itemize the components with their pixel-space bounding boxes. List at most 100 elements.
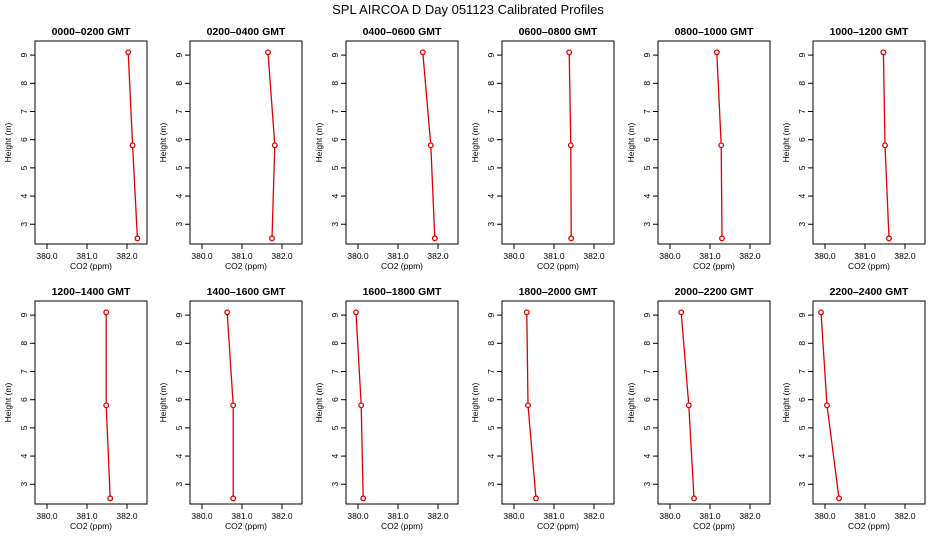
profile-panel: 0600–0800 GMT 380.0 381.0 382.0 CO2 (ppm) 3 4 5… [470, 26, 615, 271]
panel-title: 1200–1400 GMT [52, 286, 131, 298]
x-tick-label: 381.0 [543, 511, 565, 521]
y-tick-label: 5 [174, 425, 184, 430]
data-point [134, 235, 141, 242]
data-point [719, 235, 725, 242]
y-tick-label: 8 [174, 341, 184, 346]
data-point [358, 402, 365, 409]
x-axis-label: CO2 (ppm) [693, 521, 735, 531]
y-tick-label: 4 [642, 453, 652, 458]
y-tick-label: 4 [19, 193, 29, 198]
figure-title: SPL AIRCOA D Day 051123 Calibrated Profi… [332, 2, 604, 17]
data-point [224, 309, 231, 316]
y-tick-label: 7 [797, 369, 807, 374]
x-tick-label: 382.0 [427, 251, 449, 261]
y-tick-label: 6 [174, 137, 184, 142]
data-point [882, 142, 888, 149]
y-tick-label: 8 [19, 341, 29, 346]
y-axis-label: Height (m) [314, 383, 324, 423]
profile-panel: 2000–2200 GMT 380.0 381.0 382.0 CO2 (ppm) 3 4 5… [626, 286, 771, 531]
y-tick-label: 8 [19, 81, 29, 86]
y-tick-label: 6 [797, 397, 807, 402]
y-tick-label: 3 [486, 222, 496, 227]
plot-frame [345, 40, 459, 245]
x-tick-label: 380.0 [36, 511, 58, 521]
y-tick-label: 9 [174, 312, 184, 317]
data-point [431, 235, 438, 242]
profile-panel: 1200–1400 GMT 380.0 381.0 382.0 CO2 (ppm) 3 4 5… [3, 286, 148, 531]
y-tick-label: 6 [642, 397, 652, 402]
y-tick-label: 4 [330, 193, 340, 198]
y-tick-label: 6 [642, 137, 652, 142]
data-point [713, 49, 720, 56]
y-tick-label: 9 [19, 312, 29, 317]
y-tick-label: 3 [797, 482, 807, 487]
y-tick-label: 7 [486, 109, 496, 114]
y-tick-label: 8 [330, 81, 340, 86]
y-tick-label: 7 [797, 109, 807, 114]
y-tick-label: 5 [642, 425, 652, 430]
y-tick-label: 5 [486, 425, 496, 430]
x-tick-label: 381.0 [387, 251, 409, 261]
y-tick-label: 3 [19, 482, 29, 487]
data-point [533, 495, 539, 502]
y-axis-label: Height (m) [158, 383, 168, 423]
y-axis-label: Height (m) [781, 123, 791, 163]
plot-frame [189, 300, 303, 505]
x-tick-label: 382.0 [894, 251, 916, 261]
y-tick-label: 9 [19, 52, 29, 57]
y-tick-label: 8 [642, 81, 652, 86]
y-tick-label: 6 [330, 137, 340, 142]
y-tick-label: 3 [797, 222, 807, 227]
data-point [103, 402, 110, 409]
y-tick-label: 3 [174, 482, 184, 487]
data-point [567, 142, 574, 149]
data-point [566, 49, 573, 56]
panel-title: 0600–0800 GMT [519, 26, 598, 38]
y-tick-label: 9 [642, 52, 652, 57]
y-tick-label: 4 [486, 193, 496, 198]
x-tick-label: 382.0 [116, 251, 138, 261]
data-point [824, 402, 830, 409]
data-point [525, 402, 531, 409]
data-point [718, 142, 725, 149]
profile-panel: 2200–2400 GMT 380.0 381.0 382.0 CO2 (ppm) 3 4 5… [781, 286, 926, 531]
x-tick-label: 382.0 [116, 511, 138, 521]
y-tick-label: 7 [642, 109, 652, 114]
data-point [271, 142, 278, 149]
y-tick-label: 9 [486, 312, 496, 317]
x-tick-label: 382.0 [271, 511, 293, 521]
y-tick-label: 4 [19, 453, 29, 458]
y-axis-label: Height (m) [470, 123, 480, 163]
data-point [125, 49, 132, 56]
x-tick-label: 382.0 [583, 251, 605, 261]
y-tick-label: 9 [642, 312, 652, 317]
y-tick-label: 3 [330, 482, 340, 487]
data-point [129, 142, 136, 149]
x-axis-label: CO2 (ppm) [537, 261, 579, 271]
y-axis-label: Height (m) [3, 123, 13, 163]
y-tick-label: 9 [486, 52, 496, 57]
series-line [820, 312, 840, 499]
y-tick-label: 8 [486, 81, 496, 86]
x-tick-label: 381.0 [231, 251, 253, 261]
plot-frame [501, 40, 615, 245]
data-point [419, 49, 426, 56]
y-axis-label: Height (m) [3, 383, 13, 423]
x-axis-label: CO2 (ppm) [848, 261, 890, 271]
y-tick-label: 5 [330, 425, 340, 430]
profile-panel: 1800–2000 GMT 380.0 381.0 382.0 CO2 (ppm) 3 4 5… [470, 286, 615, 531]
x-tick-label: 382.0 [739, 511, 761, 521]
y-tick-label: 4 [642, 193, 652, 198]
y-tick-label: 7 [19, 109, 29, 114]
x-tick-label: 380.0 [191, 511, 213, 521]
x-axis-label: CO2 (ppm) [693, 261, 735, 271]
profile-panel: 1600–1800 GMT 380.0 381.0 382.0 CO2 (ppm) 3 4 5… [314, 286, 459, 531]
x-tick-label: 381.0 [231, 511, 253, 521]
y-tick-label: 5 [330, 165, 340, 170]
data-point [836, 495, 842, 502]
y-tick-label: 7 [19, 369, 29, 374]
y-tick-label: 8 [330, 341, 340, 346]
data-point [685, 402, 692, 409]
profile-panel: 0200–0400 GMT 380.0 381.0 382.0 CO2 (ppm) 3 4 5… [158, 26, 303, 271]
